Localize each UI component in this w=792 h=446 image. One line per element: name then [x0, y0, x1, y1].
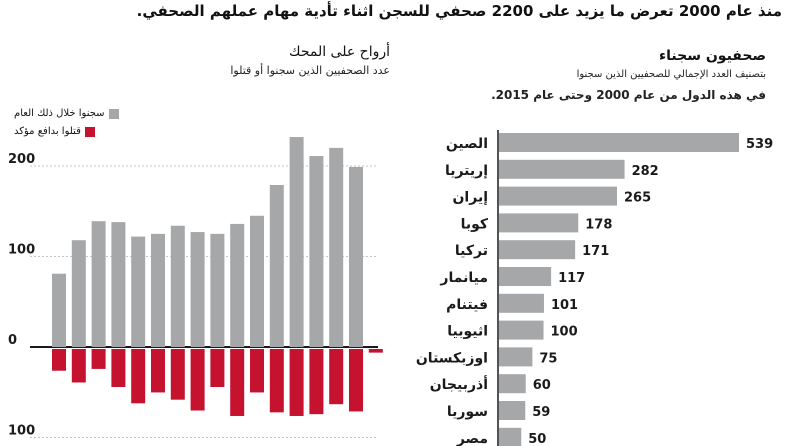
- bar-jailed: [329, 147, 344, 347]
- value-label: 60: [533, 378, 551, 393]
- bar-country: [499, 186, 617, 206]
- bar-killed: [71, 349, 86, 383]
- bar-killed: [250, 349, 264, 393]
- bar-jailed: [349, 166, 363, 347]
- value-label: 50: [528, 432, 546, 446]
- bar-jailed: [71, 240, 86, 347]
- headline: منذ عام 2000 تعرض ما يزيد على 2200 صحفي …: [136, 2, 782, 20]
- bar-country: [499, 213, 579, 233]
- bar-killed: [269, 349, 284, 413]
- bar-jailed: [151, 233, 165, 347]
- bar-killed: [151, 349, 165, 393]
- category-label: اثيوبيا: [447, 324, 488, 340]
- bar-country: [499, 347, 533, 367]
- bar-jailed: [230, 223, 245, 347]
- bar-country: [499, 267, 552, 286]
- y-tick-label: 0: [8, 333, 17, 348]
- legend-label-killed: قتلوا بدافع مؤكد: [14, 126, 81, 137]
- left-panel-title: أرواح على المحك: [289, 44, 390, 60]
- legend-item-jailed: سجنوا خلال ذلك العام: [14, 108, 119, 119]
- bar-country: [499, 133, 739, 152]
- value-label: 178: [585, 217, 612, 232]
- bar-jailed: [309, 156, 324, 347]
- legend-item-killed: قتلوا بدافع مؤكد: [14, 126, 95, 137]
- value-label: 117: [558, 271, 585, 286]
- category-label: اوزبكستان: [416, 350, 488, 366]
- legend-label-jailed: سجنوا خلال ذلك العام: [14, 108, 105, 119]
- value-label: 75: [539, 351, 557, 366]
- bar-killed: [190, 349, 205, 411]
- bar-killed: [52, 349, 66, 371]
- bar-jailed: [269, 185, 284, 347]
- category-label: سوريا: [447, 404, 488, 420]
- category-label: ميانمار: [439, 270, 488, 286]
- bar-killed: [230, 349, 245, 416]
- bar-killed: [170, 349, 185, 400]
- category-label: تركيا: [455, 243, 488, 259]
- bar-jailed: [52, 273, 66, 347]
- bar-country: [499, 320, 544, 340]
- bar-killed: [131, 349, 146, 404]
- value-label: 100: [551, 325, 578, 340]
- category-label: الصين: [446, 136, 488, 152]
- y-tick-label: 100: [8, 424, 35, 439]
- value-label: 282: [632, 164, 659, 179]
- y-tick-label: 100: [8, 243, 35, 258]
- bar-killed: [111, 349, 126, 388]
- category-label: إريتريا: [445, 163, 488, 179]
- bar-killed: [91, 349, 106, 369]
- bar-jailed: [170, 225, 185, 347]
- value-label: 171: [582, 244, 609, 259]
- category-label: فيتنام: [446, 297, 488, 313]
- bar-killed: [309, 349, 324, 415]
- legend-swatch-jailed: [108, 108, 119, 119]
- bar-country: [499, 401, 526, 420]
- value-label: 539: [746, 137, 773, 152]
- bar-jailed: [210, 233, 225, 347]
- left-panel-subtitle: عدد الصحفيين الذين سجنوا أو قتلوا: [230, 64, 390, 77]
- bar-country: [499, 240, 576, 260]
- category-label: مصر: [456, 431, 488, 446]
- bar-killed: [289, 349, 304, 416]
- right-panel-subtitle-line1: بتصنيف العدد الإجمالي للصحفيين الذين سجن…: [576, 69, 766, 80]
- value-label: 101: [551, 298, 578, 313]
- bar-country: [499, 427, 522, 446]
- bar-jailed: [190, 232, 205, 347]
- category-label: أذربيجان: [430, 375, 488, 393]
- bar-jailed: [111, 222, 126, 347]
- bar-country: [499, 159, 625, 179]
- bar-country: [499, 374, 526, 394]
- bar-killed: [368, 349, 383, 353]
- bar-jailed: [250, 215, 264, 347]
- right-bar-chart: 539 الصين 282 إريتريا 265 إيران 178 كوبا 171 تركي…: [416, 130, 773, 446]
- bar-killed: [329, 349, 344, 405]
- right-panel-title: صحفيون سجناء: [659, 48, 766, 64]
- right-panel-subtitle-line2: في هذه الدول من عام 2000 وحتى عام 2015.: [491, 88, 766, 102]
- legend-swatch-killed: [84, 126, 95, 137]
- value-label: 265: [624, 191, 651, 206]
- bar-jailed: [289, 137, 304, 347]
- bar-killed: [349, 349, 363, 412]
- bar-jailed: [91, 221, 106, 347]
- y-tick-label: 200: [8, 152, 35, 167]
- bar-country: [499, 293, 544, 313]
- category-label: كوبا: [461, 216, 489, 232]
- bar-jailed: [131, 236, 146, 347]
- left-bar-chart: 100 0 100 200: [8, 137, 383, 439]
- category-label: إيران: [452, 190, 488, 206]
- bar-killed: [210, 349, 225, 388]
- value-label: 59: [532, 405, 550, 420]
